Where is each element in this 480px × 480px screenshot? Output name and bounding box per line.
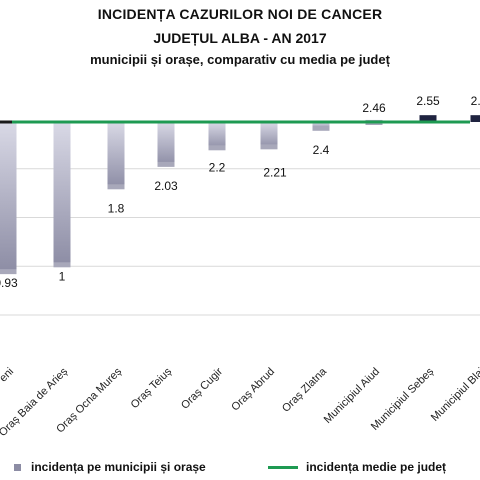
bar (53, 122, 71, 267)
data-label: 2.03 (154, 179, 178, 193)
bar-end-cap (53, 262, 71, 268)
bar (419, 115, 437, 122)
data-label: 1 (59, 269, 66, 283)
chart-title-line-2: JUDEȚUL ALBA - AN 2017 (153, 30, 327, 46)
category-label: eni (0, 366, 16, 385)
chart-subtitle: municipii și orașe, comparativ cu media … (90, 52, 390, 67)
bar (470, 115, 480, 122)
category-label: Oraș Teiuș (129, 365, 175, 411)
bar-end-cap (157, 161, 175, 167)
legend-item-line: incidența medie pe județ (268, 460, 446, 474)
legend-line-label: incidența medie pe județ (306, 460, 447, 474)
bar-end-cap (0, 269, 17, 275)
data-label: 2.5 (471, 94, 480, 108)
data-label: 2.4 (313, 143, 330, 157)
bars (0, 115, 480, 275)
bar-end-cap (208, 145, 226, 151)
data-label: 2.2 (209, 160, 226, 174)
category-label: Oraș Abrud (229, 366, 277, 414)
bar-end-cap (107, 184, 125, 190)
bar-end-cap (260, 144, 278, 150)
data-label: 2.21 (263, 165, 287, 179)
bar (157, 122, 175, 166)
bar (0, 122, 17, 274)
category-label: Oraș Cugir (179, 365, 225, 411)
bar-end-cap (312, 125, 330, 131)
category-label: Municipiul Blaj (429, 366, 480, 424)
chart-title-line-1: INCIDENȚA CAZURILOR NOI DE CANCER (97, 6, 383, 22)
category-label: Municipiul Aiud (322, 366, 382, 426)
data-labels: 0.93 1 1.8 2.03 2.2 2.21 2.4 2.46 2.55 2.5 (0, 94, 480, 290)
bar (260, 122, 278, 149)
legend-bar-label: incidența pe municipii și orașe (31, 460, 206, 474)
legend-bar-swatch (14, 463, 21, 471)
legend-item-bars: incidența pe municipii și orașe (14, 460, 206, 474)
category-label: Oraș Zlatna (280, 365, 330, 415)
data-label: 2.46 (362, 101, 386, 115)
data-label: 0.93 (0, 276, 18, 290)
data-label: 1.8 (108, 201, 125, 215)
legend-line-swatch (268, 465, 298, 469)
gridlines (0, 168, 480, 316)
bar (208, 122, 226, 150)
data-label: 2.55 (416, 94, 440, 108)
bar (107, 122, 125, 189)
